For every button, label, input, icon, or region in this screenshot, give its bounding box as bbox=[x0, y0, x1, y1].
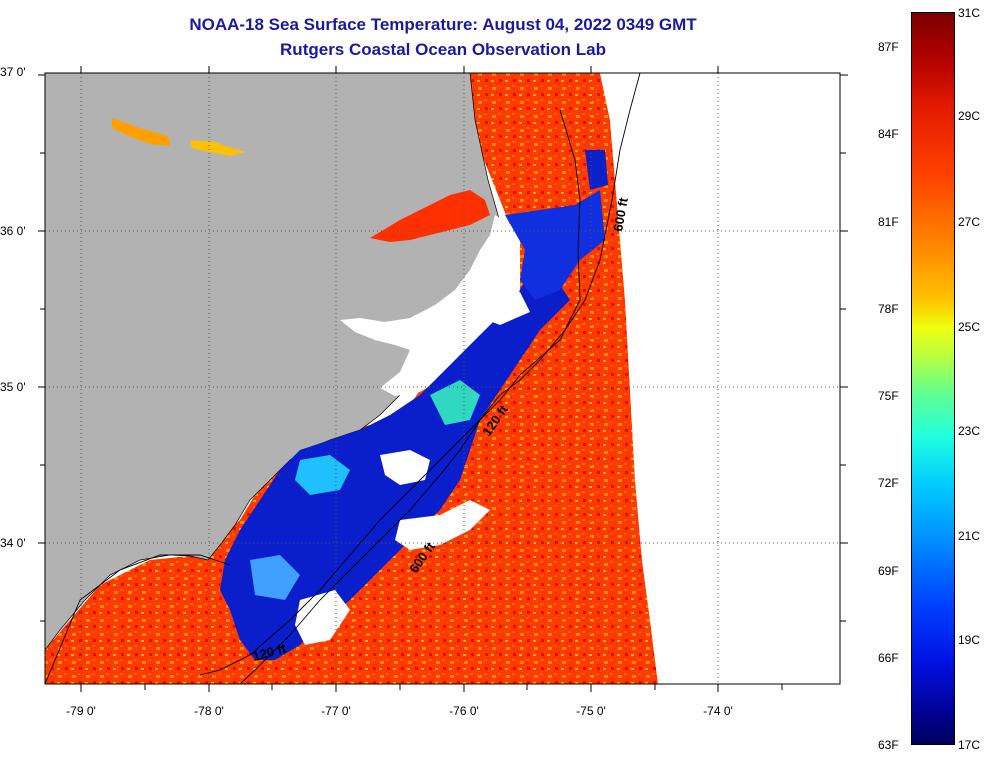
cloud-blob-2 bbox=[395, 500, 490, 550]
colorbar-label-69f: 69F bbox=[878, 564, 899, 578]
cold-patch-cape bbox=[585, 150, 608, 190]
colorbar-label-66f: 66F bbox=[878, 651, 899, 665]
map-frame bbox=[44, 72, 841, 685]
colorbar-label-72f: 72F bbox=[878, 476, 899, 490]
lon-label-78: -78 0' bbox=[194, 704, 224, 718]
contour-120ft-south bbox=[45, 554, 231, 684]
map-title: NOAA-18 Sea Surface Temperature: August … bbox=[189, 15, 697, 34]
cloud-blob-1 bbox=[380, 450, 430, 485]
cool-patch-3 bbox=[250, 555, 300, 600]
cloud-blob-4 bbox=[480, 292, 530, 325]
colorbar-label-23c: 23C bbox=[958, 424, 981, 438]
lon-label-77: -77 0' bbox=[321, 704, 351, 718]
colorbar-label-25c: 25C bbox=[958, 320, 981, 334]
lat-label-34: 34 0' bbox=[0, 536, 26, 550]
colorbar-label-78f: 78F bbox=[878, 302, 899, 316]
temperature-colorbar bbox=[911, 12, 955, 745]
graticule bbox=[45, 73, 840, 684]
colorbar-label-87f: 87F bbox=[878, 40, 899, 54]
swath-edge-no-data bbox=[600, 73, 840, 684]
colorbar-label-84f: 84F bbox=[878, 127, 899, 141]
axis-ticks bbox=[38, 66, 848, 692]
contour-120ft bbox=[199, 109, 581, 676]
lat-label-36: 36 0' bbox=[0, 224, 26, 238]
lat-label-37: 37 0' bbox=[0, 65, 26, 79]
lat-label-35: 35 0' bbox=[0, 380, 26, 394]
colorbar-label-75f: 75F bbox=[878, 389, 899, 403]
lake-patch-2 bbox=[190, 140, 246, 156]
contour-600ft-north bbox=[239, 73, 641, 684]
colorbar-label-63f: 63F bbox=[878, 738, 899, 752]
lon-label-74: -74 0' bbox=[703, 704, 733, 718]
lake-patch-1 bbox=[112, 118, 170, 146]
lon-label-79: -79 0' bbox=[66, 704, 96, 718]
colorbar-label-21c: 21C bbox=[958, 529, 981, 543]
contour-label-600ft-north: 600 ft bbox=[610, 196, 631, 233]
map-subtitle: Rutgers Coastal Ocean Observation Lab bbox=[280, 40, 606, 59]
cool-patch-2 bbox=[430, 380, 480, 425]
sound-no-data bbox=[340, 215, 520, 396]
estuary-warm bbox=[370, 190, 490, 242]
colorbar-label-31c: 31C bbox=[958, 6, 981, 20]
colorbar-label-17c: 17C bbox=[958, 738, 981, 752]
lon-label-75: -75 0' bbox=[576, 704, 606, 718]
colorbar-label-29c: 29C bbox=[958, 109, 981, 123]
colorbar-label-27c: 27C bbox=[958, 215, 981, 229]
cloud-blob-3 bbox=[295, 590, 350, 645]
cold-patch-north bbox=[505, 190, 605, 300]
colorbar-label-19c: 19C bbox=[958, 633, 981, 647]
colorbar-label-81f: 81F bbox=[878, 215, 899, 229]
warm-water-region bbox=[45, 73, 658, 684]
lon-label-76: -76 0' bbox=[449, 704, 479, 718]
